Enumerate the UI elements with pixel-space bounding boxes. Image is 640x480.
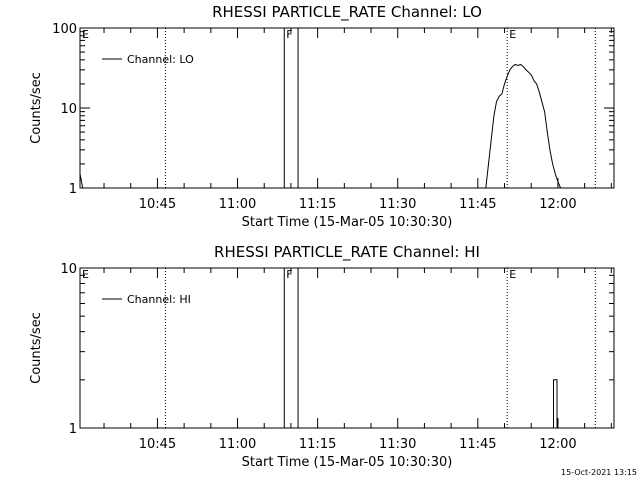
flag-band — [283, 267, 299, 429]
flag-label: E — [82, 28, 89, 41]
legend-label: Channel: HI — [127, 293, 191, 306]
chart-title: RHESSI PARTICLE_RATE Channel: HI — [214, 243, 480, 262]
plot-frame — [79, 27, 615, 189]
y-axis-label: Counts/sec — [29, 312, 44, 384]
x-tick-label: 11:45 — [459, 437, 496, 452]
hi-channel-panel: RHESSI PARTICLE_RATE Channel: HI Start Ti… — [29, 243, 615, 470]
lo-channel-panel: RHESSI PARTICLE_RATE Channel: LO Start Ti… — [29, 3, 615, 230]
x-tick-label: 11:30 — [379, 437, 416, 452]
x-tick-label: 11:00 — [219, 197, 256, 212]
flag-label: E — [509, 268, 516, 281]
flag-label: F — [286, 268, 292, 281]
x-tick-label: 11:30 — [379, 197, 416, 212]
x-tick-label: 11:45 — [459, 197, 496, 212]
series-line — [79, 63, 562, 189]
y-tick-label: 1 — [69, 182, 77, 197]
legend-label: Channel: LO — [127, 53, 194, 66]
timestamp-footer: 15-Oct-2021 13:15 — [561, 468, 637, 477]
x-axis-label: Start Time (15-Mar-05 10:30:30) — [242, 215, 453, 230]
series-line — [553, 379, 558, 428]
x-tick-label: 11:00 — [219, 437, 256, 452]
x-axis-label: Start Time (15-Mar-05 10:30:30) — [242, 455, 453, 470]
flag-band — [283, 27, 299, 189]
plot-frame — [79, 267, 615, 429]
x-tick-label: 10:45 — [139, 197, 176, 212]
y-tick-label: 10 — [60, 102, 77, 117]
y-tick-label: 100 — [52, 22, 77, 37]
x-tick-label: 12:00 — [539, 197, 576, 212]
x-tick-label: 11:15 — [299, 197, 336, 212]
chart-title: RHESSI PARTICLE_RATE Channel: LO — [212, 3, 482, 22]
flag-label: E — [82, 268, 89, 281]
x-tick-label: 11:15 — [299, 437, 336, 452]
y-tick-label: 10 — [60, 262, 77, 277]
x-tick-label: 10:45 — [139, 437, 176, 452]
flag-label: F — [286, 28, 292, 41]
flag-label: E — [509, 28, 516, 41]
y-axis-label: Counts/sec — [29, 72, 44, 144]
y-tick-label: 1 — [69, 422, 77, 437]
x-tick-label: 12:00 — [539, 437, 576, 452]
